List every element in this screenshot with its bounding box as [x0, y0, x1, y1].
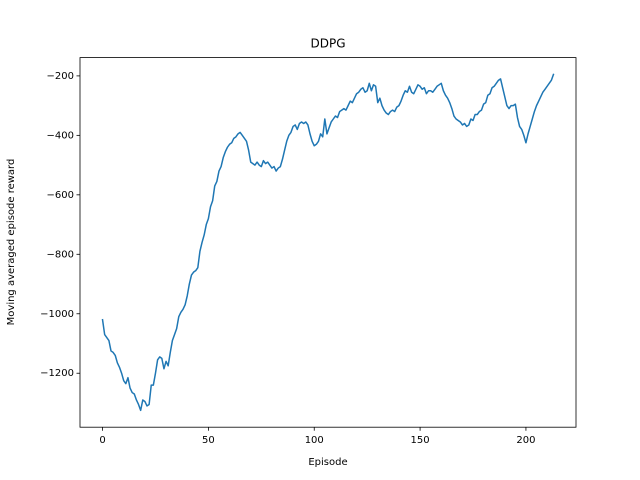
x-tick-label: 200	[516, 435, 535, 446]
x-tick-label: 100	[305, 435, 324, 446]
x-tick-label: 50	[202, 435, 215, 446]
y-tick-label: −1200	[40, 368, 74, 379]
y-tick-label: −600	[47, 190, 74, 201]
axes-frame	[79, 57, 577, 428]
line-series	[101, 73, 555, 412]
x-tick-label: 150	[411, 435, 430, 446]
y-tick-label: −800	[47, 249, 74, 260]
x-tick-label: 0	[99, 435, 105, 446]
chart-title: DDPG	[310, 37, 345, 51]
y-tick-label: −1000	[40, 309, 74, 320]
y-axis-label: Moving averaged episode reward	[6, 159, 17, 326]
y-tick-label: −200	[47, 71, 74, 82]
x-axis-label: Episode	[308, 457, 347, 468]
y-tick-label: −400	[47, 130, 74, 141]
